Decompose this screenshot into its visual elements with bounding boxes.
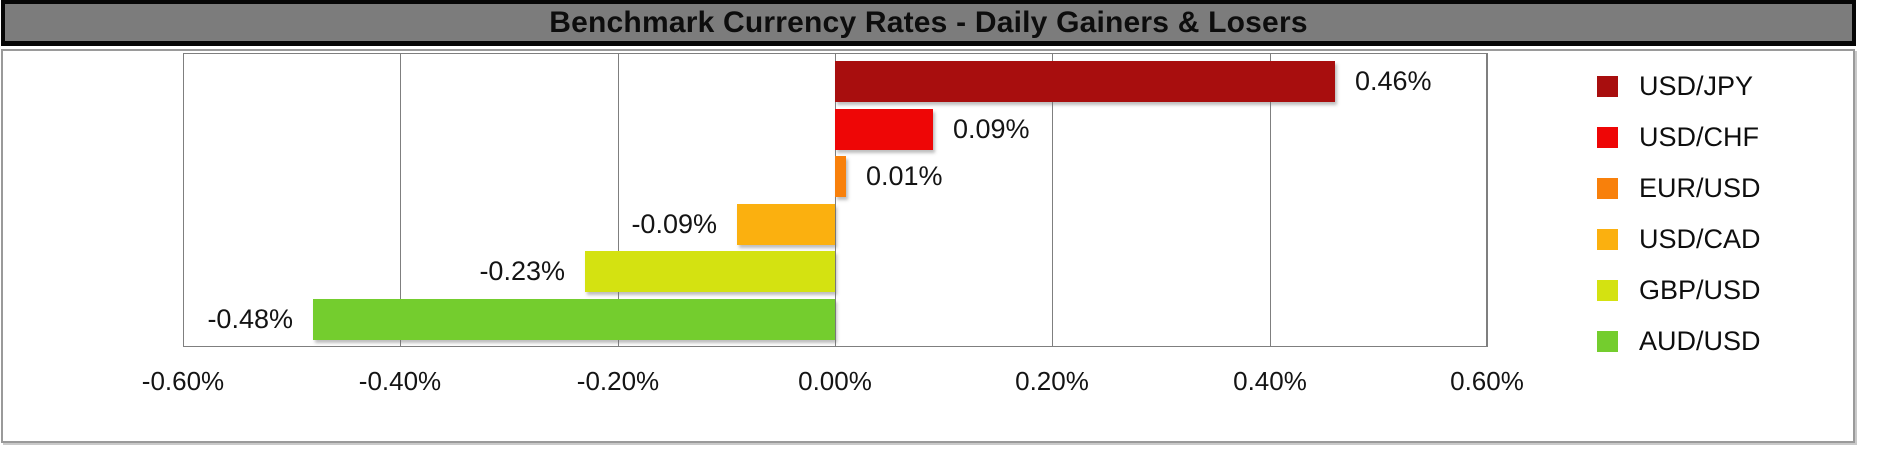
legend-item-usd-jpy: USD/JPY <box>1597 71 1753 102</box>
gridline <box>1270 53 1271 347</box>
legend-label: USD/JPY <box>1639 71 1754 101</box>
bar-value-label: -0.48% <box>207 304 293 334</box>
gridline <box>1487 53 1488 347</box>
legend-label: USD/CAD <box>1639 224 1761 254</box>
gridline <box>400 53 401 347</box>
legend-item-usd-cad: USD/CAD <box>1597 224 1761 255</box>
legend-label: EUR/USD <box>1639 173 1761 203</box>
legend-swatch-icon <box>1597 76 1618 97</box>
chart-title-bar: Benchmark Currency Rates - Daily Gainers… <box>1 0 1856 46</box>
x-axis-tick-label: -0.60% <box>141 366 225 396</box>
legend-swatch-icon <box>1597 178 1618 199</box>
gridline <box>1052 53 1053 347</box>
x-axis-tick-label: -0.20% <box>576 366 660 396</box>
legend-item-usd-chf: USD/CHF <box>1597 122 1759 153</box>
bar-usd-cad <box>737 204 835 245</box>
legend-item-gbp-usd: GBP/USD <box>1597 275 1761 306</box>
x-axis-tick-label: 0.40% <box>1233 366 1307 396</box>
x-axis-tick-label: 0.00% <box>798 366 872 396</box>
bar-value-label: 0.09% <box>953 114 1030 144</box>
legend-swatch-icon <box>1597 331 1618 352</box>
gridline <box>835 53 836 347</box>
legend-label: AUD/USD <box>1639 326 1761 356</box>
x-axis-tick-label: 0.20% <box>1015 366 1089 396</box>
bar-gbp-usd <box>585 251 835 292</box>
gridline <box>618 53 619 347</box>
legend-item-eur-usd: EUR/USD <box>1597 173 1761 204</box>
bar-value-label: -0.23% <box>479 256 565 286</box>
legend-swatch-icon <box>1597 127 1618 148</box>
bar-eur-usd <box>835 156 846 197</box>
legend-swatch-icon <box>1597 280 1618 301</box>
bar-value-label: 0.01% <box>866 161 943 191</box>
legend-label: GBP/USD <box>1639 275 1761 305</box>
bar-value-label: 0.46% <box>1355 66 1432 96</box>
x-axis-tick-label: 0.60% <box>1450 366 1524 396</box>
bar-value-label: -0.09% <box>631 209 717 239</box>
legend-label: USD/CHF <box>1639 122 1759 152</box>
chart-title: Benchmark Currency Rates - Daily Gainers… <box>549 5 1308 39</box>
legend-item-aud-usd: AUD/USD <box>1597 326 1761 357</box>
bar-aud-usd <box>313 299 835 340</box>
legend-swatch-icon <box>1597 229 1618 250</box>
gridline <box>183 53 184 347</box>
x-axis-tick-label: -0.40% <box>358 366 442 396</box>
bar-usd-chf <box>835 109 933 150</box>
bar-usd-jpy <box>835 61 1335 102</box>
